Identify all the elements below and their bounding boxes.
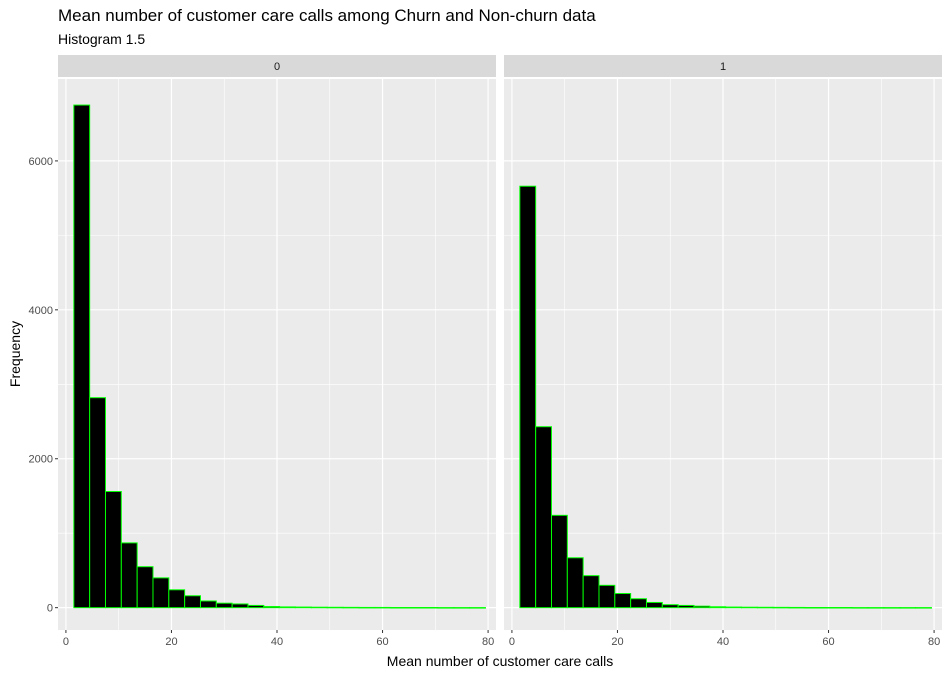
histogram-bar: [630, 598, 647, 609]
histogram-bar: [104, 491, 122, 609]
y-tick-label: 0: [47, 603, 53, 615]
chart-title: Mean number of customer care calls among…: [58, 6, 596, 25]
histogram-bar: [772, 606, 790, 609]
histogram-bar: [184, 595, 201, 609]
histogram-bar: [231, 603, 249, 609]
histogram-bar: [614, 593, 632, 609]
histogram-bar: [247, 604, 265, 609]
histogram-bar: [645, 601, 663, 609]
histogram-bar: [867, 607, 885, 609]
histogram-bar: [566, 557, 584, 609]
x-tick-label: 40: [271, 636, 283, 648]
x-tick-label: 80: [482, 636, 494, 648]
histogram-bar: [374, 606, 391, 609]
histogram-bar: [820, 607, 837, 609]
histogram-bar: [915, 607, 932, 609]
histogram-bar: [326, 606, 344, 609]
histogram-bar: [342, 606, 360, 609]
histogram-bar: [453, 607, 471, 609]
chart-subtitle: Histogram 1.5: [58, 31, 146, 47]
histogram-bar: [725, 606, 742, 609]
facet-strip: [504, 55, 942, 77]
histogram-bar: [550, 514, 568, 609]
x-tick-label: 60: [822, 636, 834, 648]
histogram-bar: [851, 607, 869, 609]
histogram-bar: [168, 589, 186, 609]
histogram-bar: [294, 606, 312, 609]
facet-strip-label: 0: [274, 61, 280, 73]
histogram-bar: [263, 606, 281, 609]
histogram-bar: [215, 602, 233, 609]
histogram-bar: [279, 606, 296, 609]
histogram-bar: [73, 104, 91, 609]
y-tick-label: 4000: [29, 305, 53, 317]
histogram-bar: [677, 604, 695, 609]
histogram-bar: [152, 577, 170, 609]
x-tick-label: 60: [376, 636, 388, 648]
facets-layer: 0 0 20 40 60 80 0 2000 4000 6000 1 0 20 40 60 80: [29, 55, 942, 648]
histogram-bar: [469, 607, 486, 609]
x-tick-label: 80: [928, 636, 940, 648]
facet-panel-0: 0 0 20 40 60 80 0 2000 4000 6000: [29, 55, 496, 648]
histogram-bar: [883, 607, 901, 609]
histogram-bar: [310, 606, 328, 609]
histogram-bar: [582, 575, 600, 609]
histogram-bar: [535, 426, 552, 609]
x-axis-title: Mean number of customer care calls: [387, 653, 613, 669]
y-tick-label: 2000: [29, 454, 53, 466]
histogram-bar: [709, 606, 727, 609]
histogram-bar: [136, 566, 154, 609]
histogram-bar: [835, 607, 853, 609]
histogram-bar: [788, 606, 806, 609]
histogram-bar: [693, 605, 711, 609]
histogram-bar: [519, 185, 537, 609]
histogram-bar: [598, 584, 616, 609]
histogram-bar: [120, 542, 138, 609]
histogram-bar: [358, 606, 376, 609]
histogram-bar: [756, 606, 774, 609]
histogram-bar: [421, 607, 439, 609]
y-tick-label: 6000: [29, 156, 53, 168]
histogram-bar: [437, 607, 455, 609]
facet-strip: [58, 55, 496, 77]
x-tick-label: 40: [717, 636, 729, 648]
histogram-bar: [389, 607, 407, 609]
histogram-bar: [804, 607, 822, 609]
x-tick-label: 20: [611, 636, 623, 648]
x-tick-label: 0: [509, 636, 515, 648]
histogram-bar: [740, 606, 758, 609]
facet-strip-label: 1: [720, 61, 726, 73]
facet-panel-1: 1 0 20 40 60 80: [504, 55, 942, 648]
x-tick-label: 20: [165, 636, 177, 648]
histogram-bar: [89, 397, 106, 609]
y-axis-title: Frequency: [7, 321, 23, 387]
histogram-bar: [661, 604, 679, 609]
histogram-bar: [199, 600, 217, 609]
histogram-bar: [405, 607, 423, 609]
x-tick-label: 0: [63, 636, 69, 648]
histogram-bar: [899, 607, 917, 609]
